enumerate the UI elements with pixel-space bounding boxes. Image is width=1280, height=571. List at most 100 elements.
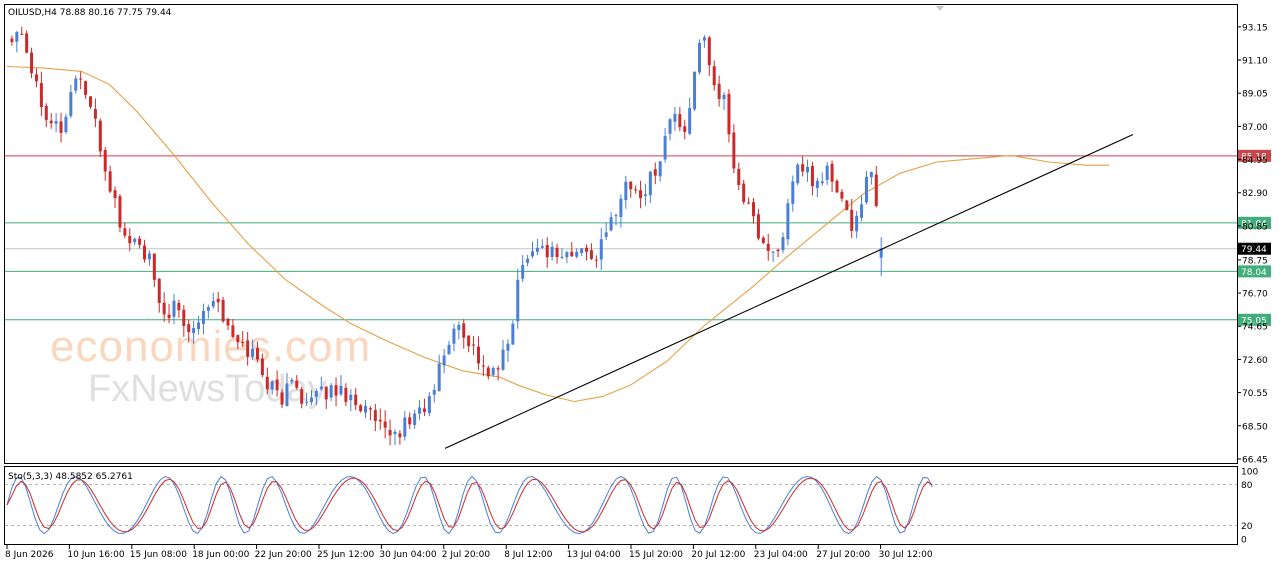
candle-body <box>457 325 461 330</box>
time-tick-label: 8 Jun 2026 <box>5 550 54 560</box>
candle-body <box>570 251 574 257</box>
candle-body <box>197 322 201 330</box>
candle-body <box>324 386 328 400</box>
candle-body <box>614 215 618 217</box>
candle-body <box>742 183 746 203</box>
candle-body <box>143 245 147 260</box>
candle-body <box>771 251 775 253</box>
candle-body <box>270 381 274 390</box>
candle-body <box>260 358 264 376</box>
candle-body <box>39 82 43 108</box>
candle-body <box>776 249 780 252</box>
time-tick-label: 22 Jun 20:00 <box>255 550 312 560</box>
stochastic-layer: 100 80 20 0 <box>5 468 1258 546</box>
candle-body <box>206 307 210 311</box>
candle-body <box>747 202 751 204</box>
candle-body <box>516 279 520 322</box>
price-tick-label: 70.55 <box>1242 389 1268 399</box>
candle-body <box>354 394 358 406</box>
time-tick-label: 30 Jun 04:00 <box>379 550 436 560</box>
scroll-marker-icon[interactable] <box>936 6 944 11</box>
candle-body <box>791 181 795 204</box>
candle-body <box>118 196 122 228</box>
candle-body <box>752 202 756 217</box>
candle-body <box>64 116 68 133</box>
time-tick-label: 15 Jul 20:00 <box>629 550 683 560</box>
candle-body <box>609 217 613 231</box>
candle-body <box>231 325 235 337</box>
candle-body <box>648 171 652 196</box>
current-price-box <box>1238 242 1271 255</box>
candle-body <box>869 172 873 178</box>
stochastic-scale-label: 80 <box>1241 481 1253 491</box>
candle-body <box>15 32 19 42</box>
trendline <box>444 133 1134 449</box>
time-tick-label: 13 Jul 04:00 <box>567 550 621 560</box>
candle-body <box>103 149 107 172</box>
candle-body <box>712 66 716 86</box>
candle-body <box>683 126 687 132</box>
symbol-readout: OILUSD,H4 78.88 80.16 77.75 79.44 <box>8 8 172 18</box>
candle-body <box>285 383 289 407</box>
candle-body <box>717 83 721 100</box>
level-label-box <box>1238 149 1271 162</box>
candle-body <box>300 389 304 404</box>
candle-body <box>766 243 770 251</box>
candle-body <box>506 343 510 351</box>
candle-body <box>599 239 603 260</box>
price-axis: 85.18 81.04 78.04 75.05 93.15 91.10 89.05 87.00… <box>1237 23 1271 465</box>
candle-body <box>49 120 53 124</box>
candle-body <box>535 247 539 252</box>
candle-body <box>639 190 643 199</box>
candle-body <box>408 417 412 425</box>
candle-body <box>855 215 859 232</box>
candle-body <box>30 52 34 74</box>
candle-body <box>418 407 422 414</box>
level-label-box <box>1238 313 1271 326</box>
candle-body <box>147 253 151 260</box>
candle-body <box>378 419 382 422</box>
candle-body <box>437 363 441 392</box>
candle-body <box>786 203 790 240</box>
candle-body <box>864 176 868 203</box>
candle-body <box>59 121 63 133</box>
time-tick-label: 25 Jun 12:00 <box>317 550 374 560</box>
candle-body <box>373 410 377 421</box>
level-label: 85.18 <box>1241 152 1267 162</box>
candle-body <box>486 367 490 377</box>
candle-body <box>427 396 431 414</box>
candle-body <box>550 246 554 258</box>
candle-body <box>54 121 58 124</box>
candle-body <box>88 96 92 107</box>
time-tick-label: 27 Jul 20:00 <box>816 550 870 560</box>
candle-body <box>442 355 446 366</box>
candle-body <box>678 114 682 128</box>
price-tick-label: 89.05 <box>1242 90 1268 100</box>
candle-body <box>388 430 392 436</box>
price-tick-label: 87.00 <box>1242 123 1268 133</box>
candle-body <box>761 237 765 243</box>
level-label: 81.04 <box>1241 219 1267 229</box>
candle-body <box>624 181 628 201</box>
moving-average-layer <box>6 65 1110 403</box>
candle-body <box>265 376 269 390</box>
time-tick-label: 18 Jun 00:00 <box>192 550 249 560</box>
price-tick-label: 78.75 <box>1242 256 1268 266</box>
candle-body <box>697 42 701 73</box>
candle-body <box>309 397 313 403</box>
trendline-layer <box>444 133 1134 449</box>
candle-body <box>653 169 657 176</box>
candle-body <box>565 252 569 258</box>
candle-body <box>162 302 166 315</box>
candle-body <box>545 245 549 258</box>
candle-body <box>10 38 14 43</box>
candle-body <box>737 168 741 186</box>
candle-body <box>339 385 343 395</box>
candle-body <box>280 392 284 405</box>
candle-body <box>329 385 333 398</box>
price-tick-label: 91.10 <box>1242 57 1268 67</box>
stochastic-main-line <box>6 475 933 535</box>
candle-body <box>221 299 225 322</box>
stochastic-scale-label: 100 <box>1241 468 1258 478</box>
candle-body <box>113 190 117 199</box>
